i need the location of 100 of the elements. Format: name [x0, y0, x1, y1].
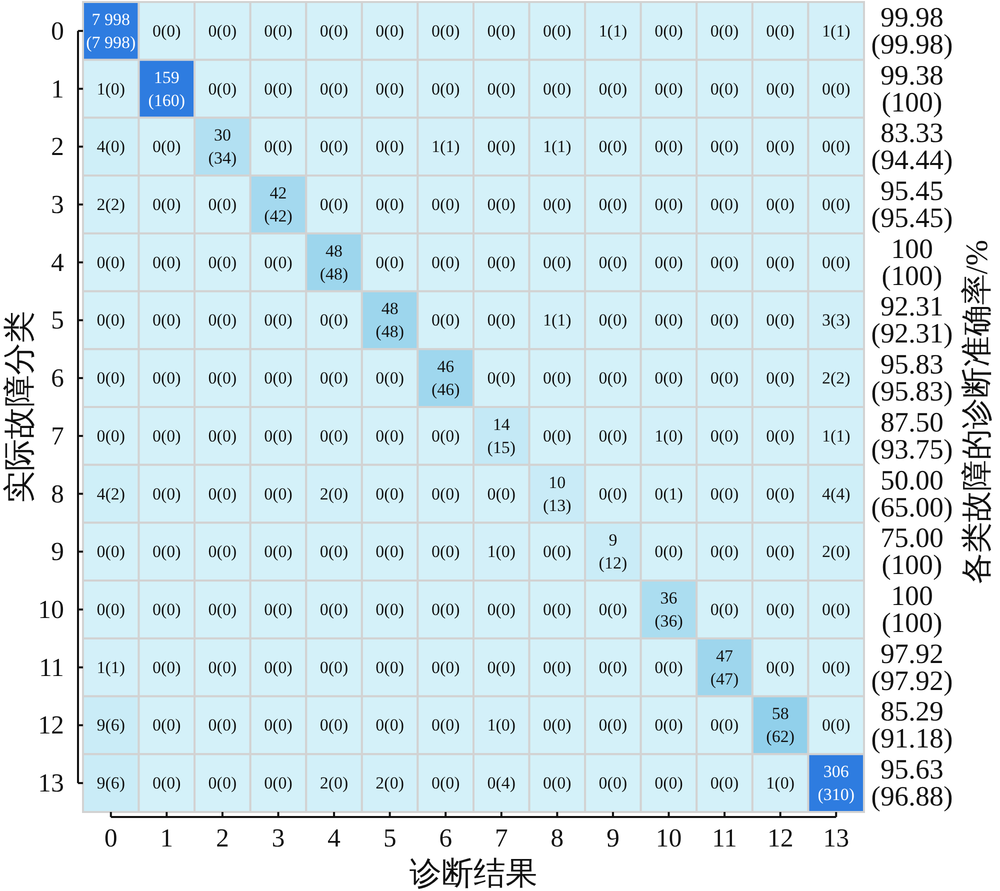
annotation: (1)	[440, 137, 460, 156]
annotation: (0)	[384, 195, 404, 214]
data-label: 47	[716, 646, 734, 666]
data-label: 0	[487, 310, 496, 330]
data-label: 0	[598, 658, 608, 677]
data-label: 48	[326, 241, 343, 260]
annotation: (0)	[328, 195, 348, 214]
annotation: (36)	[654, 612, 683, 630]
annotation: (0)	[552, 79, 572, 98]
data-label: 0	[487, 484, 496, 504]
data-label: 0	[431, 774, 440, 793]
y-tick-label: 0	[51, 16, 64, 46]
annotation: (0)	[774, 542, 794, 562]
data-label: 0	[654, 137, 664, 156]
annotation: (0)	[718, 310, 739, 330]
annotation: (0)	[774, 195, 794, 214]
data-label: 0	[208, 716, 217, 735]
data-label: 0	[543, 658, 552, 677]
annotation: (0)	[161, 774, 181, 793]
data-label: 1	[431, 137, 440, 156]
y2-tick-label: 83.33 (94.44)	[871, 118, 953, 176]
annotation: (0)	[440, 484, 460, 504]
y-tick-label: 9	[51, 537, 64, 566]
data-label: 1	[543, 137, 552, 156]
y2-tick-label: 99.98 (99.98)	[871, 2, 953, 60]
annotation: (0)	[384, 252, 404, 272]
data-label: 0	[598, 310, 608, 330]
annotation: (0)	[552, 600, 572, 619]
data-label: 0	[654, 195, 664, 214]
data-label: 1	[822, 21, 830, 40]
y-tick-label: 12	[38, 710, 64, 740]
annotation: (160)	[148, 90, 186, 110]
annotation: (0)	[384, 368, 404, 388]
data-label: 0	[152, 542, 162, 562]
data-label: 0	[710, 252, 719, 272]
annotation: (0)	[496, 252, 516, 272]
annotation: (0)	[718, 600, 739, 619]
data-label: 0	[766, 252, 775, 272]
y2-tick-label: 87.50 (93.75)	[871, 406, 953, 465]
data-label: 0	[598, 716, 608, 735]
y2-tick-label: 85.29 (91.18)	[871, 696, 953, 754]
data-label: 0	[654, 542, 664, 562]
annotation: (0)	[272, 774, 292, 793]
annotation: (0)	[440, 600, 460, 619]
y-tick-label: 3	[51, 190, 64, 219]
annotation: (1)	[607, 21, 628, 40]
data-label: 7 998	[92, 10, 130, 29]
data-label: 0	[766, 137, 775, 156]
data-label: 0	[543, 774, 552, 793]
data-label: 0	[710, 137, 719, 156]
annotation: (0)	[216, 426, 237, 446]
data-label: 0	[376, 426, 384, 446]
data-label: 0	[654, 774, 664, 793]
data-label: 0	[264, 600, 273, 619]
annotation: (0)	[384, 600, 404, 619]
data-label: 0	[376, 21, 384, 40]
y-axis-title: 实际故障分类	[1, 311, 37, 503]
annotation: (0)	[607, 658, 628, 677]
y-tick-label: 5	[51, 306, 64, 335]
data-label: 0	[208, 79, 217, 98]
data-label: 0	[208, 484, 217, 504]
x-tick-label: 3	[272, 824, 285, 852]
data-label: 0	[598, 600, 608, 619]
annotation: (0)	[328, 600, 348, 619]
annotation: (0)	[105, 600, 126, 619]
annotation: (0)	[105, 426, 126, 446]
annotation: (0)	[552, 21, 572, 40]
annotation: (0)	[774, 426, 794, 446]
data-label: 1	[598, 21, 608, 40]
data-label: 0	[264, 426, 273, 446]
data-label: 0	[431, 79, 440, 98]
data-label: 4	[96, 137, 106, 156]
annotation: (0)	[105, 310, 126, 330]
data-label: 0	[208, 368, 217, 388]
data-label: 4	[96, 484, 106, 504]
annotation: (1)	[830, 426, 850, 446]
x-tick-label: 13	[823, 824, 850, 852]
annotation: (0)	[216, 658, 237, 677]
annotation: (0)	[272, 79, 292, 98]
data-label: 0	[264, 484, 273, 504]
data-label: 0	[822, 252, 830, 272]
x-tick-label: 1	[160, 824, 174, 852]
annotation: (0)	[384, 484, 404, 504]
data-label: 0	[264, 21, 273, 40]
data-label: 0	[264, 774, 273, 793]
data-label: 0	[487, 137, 496, 156]
annotation: (0)	[607, 368, 628, 388]
annotation: (0)	[607, 426, 628, 446]
data-label: 1	[654, 426, 664, 446]
annotation: (0)	[830, 658, 850, 677]
data-label: 0	[822, 79, 830, 98]
data-label: 0	[487, 774, 496, 793]
data-label: 0	[766, 426, 775, 446]
data-label: 0	[487, 368, 496, 388]
annotation: (0)	[161, 368, 181, 388]
data-label: 0	[208, 426, 217, 446]
data-label: 0	[152, 658, 162, 677]
annotation: (0)	[216, 774, 237, 793]
annotation: (0)	[328, 79, 348, 98]
data-label: 0	[152, 252, 162, 272]
